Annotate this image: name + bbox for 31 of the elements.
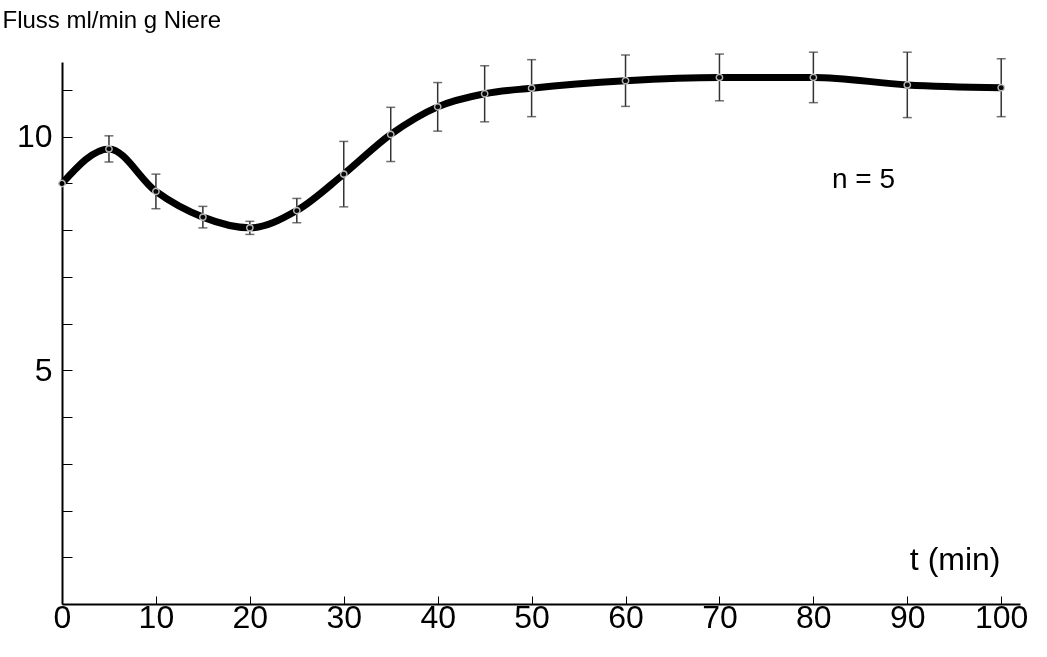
point <box>527 84 536 93</box>
x-tick-label: 40 <box>420 598 456 635</box>
x-tick-label: 70 <box>702 598 738 635</box>
point <box>903 80 912 89</box>
point <box>339 170 348 179</box>
point <box>480 89 489 98</box>
x-tick-label: 10 <box>138 598 175 635</box>
point <box>198 213 207 222</box>
point <box>809 73 818 82</box>
x-tick-label: 100 <box>975 598 1029 635</box>
y-tick-label: 5 <box>34 351 53 388</box>
x-tick-label: 80 <box>796 598 832 635</box>
x-tick-label: 20 <box>232 598 269 635</box>
x-axis-title: t (min) <box>909 540 1001 577</box>
point <box>715 73 724 82</box>
x-tick-label: 60 <box>608 598 644 635</box>
point <box>105 145 113 153</box>
point <box>58 179 66 188</box>
x-tick-label: 90 <box>890 598 926 635</box>
point <box>245 223 254 232</box>
point <box>152 187 160 196</box>
x-tick-label: 50 <box>514 598 550 635</box>
point <box>621 76 630 85</box>
point <box>292 206 301 215</box>
point <box>997 83 1006 92</box>
point <box>386 130 395 139</box>
point <box>433 102 442 111</box>
y-axis-title: Fluss ml/min g Niere <box>2 5 222 33</box>
annotation: n = 5 <box>832 163 896 194</box>
x-tick-label: 0 <box>53 598 72 635</box>
x-tick-label: 30 <box>326 598 363 635</box>
